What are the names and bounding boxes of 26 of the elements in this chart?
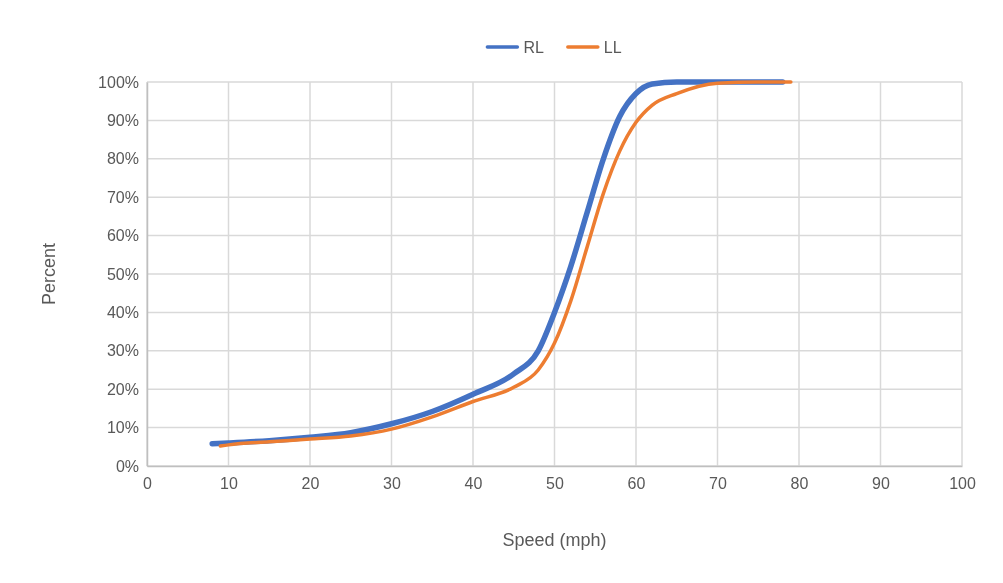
x-tick-label: 30 [383,475,401,493]
y-tick-label: 100% [98,73,139,91]
x-tick-label: 80 [790,475,809,493]
y-tick-label: 90% [106,112,139,130]
y-tick-label: 0% [115,457,139,475]
y-tick-label: 60% [106,227,139,245]
y-tick-label: 20% [106,380,139,398]
y-tick-label: 10% [106,419,139,437]
y-tick-label: 50% [106,265,139,283]
y-tick-label: 80% [106,150,139,168]
y-tick-label: 40% [106,304,139,322]
y-tick-label: 70% [106,188,139,206]
x-tick-label: 70 [709,475,727,493]
x-tick-label: 90 [872,475,890,493]
y-tick-label: 30% [106,342,139,360]
legend-label: RL [523,39,544,56]
legend-label: LL [603,39,622,56]
x-tick-label: 0 [143,475,153,493]
x-axis-title: Speed (mph) [502,530,607,550]
x-tick-label: 20 [301,475,320,493]
x-tick-label: 100 [949,475,976,493]
x-tick-label: 40 [464,475,483,493]
x-tick-label: 50 [546,475,564,493]
y-axis-title: Percent [39,242,59,306]
x-tick-label: 10 [220,475,238,493]
x-tick-label: 60 [627,475,646,493]
